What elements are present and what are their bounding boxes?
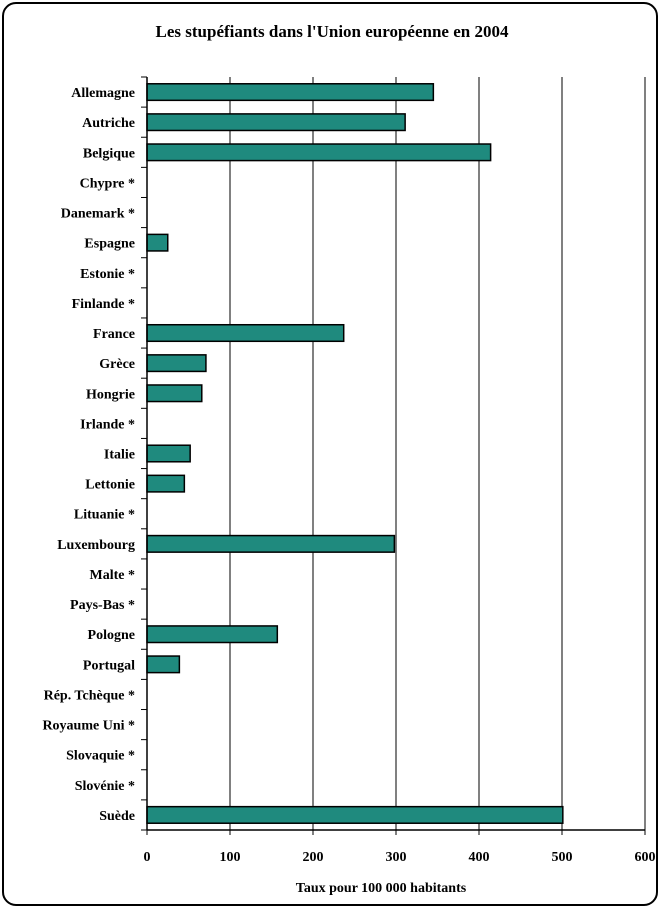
category-label: Pologne (88, 628, 135, 643)
bar (146, 323, 345, 343)
category-label: Slovaquie * (66, 749, 135, 764)
labels: Allemagne Autriche Belgique Chypre * Danemar… (42, 86, 655, 865)
x-tick-label: 300 (386, 850, 407, 865)
category-label: Irlande * (80, 417, 135, 432)
bar (146, 113, 406, 132)
bar (146, 534, 396, 553)
axes (141, 76, 646, 835)
category-label: Pays-Bas * (70, 598, 135, 613)
category-label: Chypre * (80, 176, 135, 191)
category-label: Slovénie * (75, 779, 135, 794)
bar (146, 143, 492, 162)
x-tick-label: 400 (469, 850, 490, 865)
category-label: Grèce (99, 357, 135, 372)
bar (146, 805, 564, 824)
category-label: Lettonie (85, 478, 135, 493)
bar (146, 655, 181, 674)
bar (146, 233, 169, 252)
category-label: France (93, 327, 135, 342)
grid-lines (229, 77, 646, 830)
category-label: Portugal (83, 658, 135, 673)
bar (146, 474, 186, 493)
chart-title: Les stupéfiants dans l'Union européenne … (155, 22, 509, 41)
category-label: Espagne (84, 237, 135, 252)
category-label: Lituanie * (74, 508, 135, 523)
bar (146, 83, 435, 102)
x-tick-label: 600 (635, 850, 656, 865)
category-label: Hongrie (86, 387, 135, 402)
category-label: Royaume Uni * (42, 719, 135, 734)
bar (146, 354, 207, 373)
category-label: Italie (104, 448, 135, 463)
category-label: Luxembourg (57, 538, 135, 553)
x-tick-label: 200 (303, 850, 324, 865)
category-label: Estonie * (80, 267, 135, 282)
category-label: Autriche (82, 116, 135, 131)
x-tick-label: 0 (144, 850, 151, 865)
bars (146, 83, 564, 824)
category-label: Finlande * (72, 297, 135, 312)
category-label: Belgique (83, 146, 135, 161)
category-label: Danemark * (61, 207, 135, 222)
category-label: Rép. Tchèque * (44, 688, 135, 703)
x-tick-label: 500 (552, 850, 573, 865)
bar (146, 625, 279, 644)
bar (146, 384, 203, 403)
category-label: Malte * (90, 568, 135, 583)
category-label: Allemagne (71, 86, 135, 101)
bar (146, 444, 191, 463)
x-tick-label: 100 (220, 850, 241, 865)
category-label: Suède (99, 809, 135, 824)
x-axis-title: Taux pour 100 000 habitants (296, 881, 467, 896)
